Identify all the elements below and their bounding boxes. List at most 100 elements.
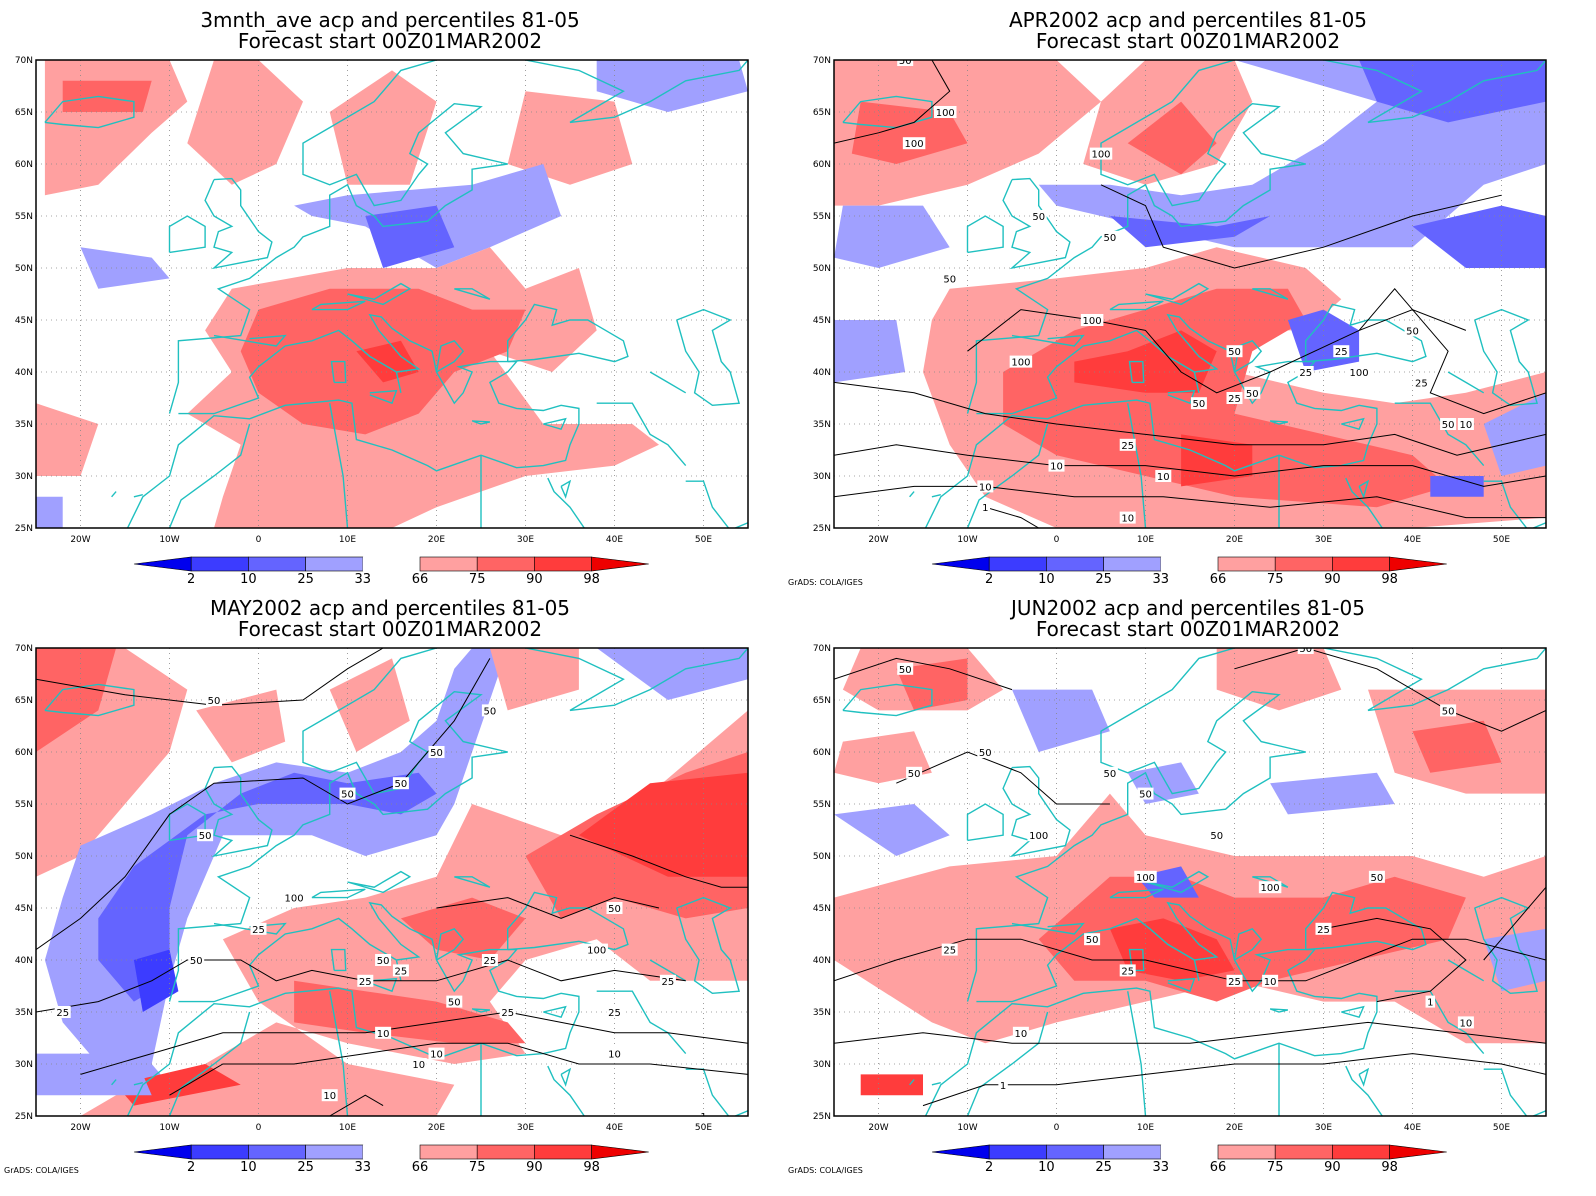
coastline — [1109, 300, 1164, 311]
contour-label: 25 — [395, 966, 408, 977]
colorbar-label: 10 — [1038, 1160, 1055, 1175]
contour-label: 25 — [501, 1008, 514, 1019]
colorbar-label: 10 — [240, 1160, 257, 1175]
contour-label-bg — [941, 272, 958, 285]
coastline — [369, 389, 398, 405]
anomaly-region — [133, 949, 179, 1012]
coastline — [1233, 927, 1263, 961]
colorbar-label: 25 — [1095, 1160, 1112, 1175]
contour-label: 25 — [1317, 925, 1330, 936]
latitude-label: 55N — [813, 212, 831, 222]
contour-label-bg — [585, 943, 608, 956]
coastline — [1305, 303, 1427, 363]
grads-credit: GrADS: COLA/IGES — [788, 578, 863, 587]
latitude-label: 65N — [813, 696, 831, 706]
coastline — [1345, 1065, 1384, 1116]
map-field: 5010010010050505010010050505025251002525… — [834, 60, 1546, 528]
latitude-label: 35N — [15, 420, 33, 430]
coastline — [133, 1082, 143, 1086]
colorbar-segment — [305, 1144, 364, 1160]
anomaly-region — [1270, 772, 1395, 815]
coastline — [966, 1011, 1049, 1116]
contour-label: 50 — [899, 665, 912, 676]
contour-label-bg — [1089, 147, 1113, 160]
colorbar-label: 98 — [1381, 572, 1398, 587]
contour-label-bg — [206, 694, 222, 706]
contour-label: 100 — [1136, 873, 1155, 884]
coastline — [1394, 990, 1485, 1055]
contour-label-bg — [428, 746, 445, 758]
colorbar-segment — [1217, 556, 1276, 572]
contour-label: 50 — [1228, 347, 1241, 358]
contour-label: 25 — [1415, 378, 1428, 389]
contour-label: 50 — [979, 748, 992, 759]
contour-line — [1483, 886, 1546, 961]
colorbar-label: 75 — [469, 1160, 486, 1175]
contour-line — [329, 1094, 384, 1116]
colorbar-segment — [190, 1144, 249, 1160]
colorbar-label: 25 — [297, 572, 314, 587]
colorbar-arrow-high — [591, 556, 649, 572]
latitude-label: 45N — [813, 316, 831, 326]
contour-label: 100 — [285, 894, 304, 905]
contour-label: 25 — [943, 946, 956, 957]
anomaly-region — [596, 60, 748, 112]
contour-label-bg — [1030, 210, 1047, 222]
coastline — [347, 282, 412, 306]
contour-label: 50 — [395, 779, 408, 790]
anomaly-region — [36, 403, 99, 476]
anomaly-region — [1109, 918, 1235, 981]
colorbar-label: 66 — [412, 1160, 429, 1175]
coastline — [1358, 1067, 1370, 1087]
coastline — [126, 313, 580, 528]
contour-label: 10 — [979, 482, 992, 493]
map-frame — [833, 647, 1547, 1117]
contour-label: 25 — [252, 925, 265, 936]
longitude-label: 30E — [1315, 1123, 1332, 1133]
contour-label: 100 — [1083, 316, 1102, 327]
coastline — [1474, 308, 1539, 407]
coastline — [168, 215, 206, 254]
contour-line — [896, 751, 1110, 805]
map-field: 50 50 50 50 50 50 100 25 50 50 25 50 25 25 10 25 25 10 10 1… — [36, 648, 748, 1116]
anomaly-region — [1181, 434, 1253, 487]
contour-label: 25 — [608, 1008, 621, 1019]
colorbar-segment — [305, 556, 364, 572]
anomaly-map: 5050505050505010010050100502525251050251… — [813, 644, 1547, 1175]
contour-line — [967, 309, 1467, 394]
coastline — [1109, 888, 1164, 899]
contour-label: 10 — [608, 1050, 621, 1061]
coastline — [1145, 282, 1210, 306]
contour-label: 50 — [1371, 873, 1384, 884]
colorbar-segment — [1046, 1144, 1104, 1160]
contour-label-bg — [1413, 376, 1430, 389]
colorbar-segment — [476, 556, 535, 572]
longitude-label: 10W — [957, 1123, 977, 1133]
anomaly-region — [187, 60, 303, 185]
colorbar-segment — [248, 1144, 306, 1160]
coastline — [1305, 891, 1427, 951]
latitude-label: 40N — [813, 956, 831, 966]
contour-label-bg — [428, 1047, 445, 1060]
anomaly-region — [1003, 288, 1449, 508]
map-frame — [35, 59, 749, 529]
coastline — [649, 959, 687, 982]
contour-label-bg — [499, 1006, 516, 1018]
contour-label-bg — [977, 746, 994, 758]
coastline — [966, 648, 1546, 1002]
longitude-label: 10W — [957, 535, 977, 545]
colorbar-label: 75 — [1267, 572, 1284, 587]
grads-credit: GrADS: COLA/IGES — [788, 1166, 863, 1175]
coastline — [1011, 334, 1085, 347]
contour-label: 50 — [1032, 212, 1045, 223]
anomaly-region — [196, 689, 286, 763]
colorbar-segment — [362, 557, 420, 571]
contour-label-bg — [941, 943, 958, 956]
contour-label: 100 — [936, 108, 955, 119]
longitude-label: 0 — [1054, 535, 1060, 545]
coastline — [454, 288, 491, 300]
colorbar-segment — [1160, 1145, 1218, 1159]
longitude-label: 0 — [1054, 1123, 1060, 1133]
colorbar-label: 90 — [526, 1160, 543, 1175]
coastline — [329, 403, 349, 528]
